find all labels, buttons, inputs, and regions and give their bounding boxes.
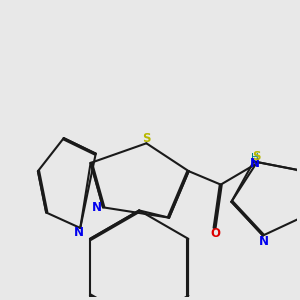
Text: N: N <box>92 201 102 214</box>
Text: H: H <box>251 153 259 163</box>
Text: S: S <box>252 150 261 163</box>
Text: N: N <box>250 158 260 170</box>
Text: N: N <box>74 226 84 239</box>
Text: S: S <box>142 132 151 145</box>
Text: N: N <box>259 235 269 248</box>
Text: O: O <box>211 227 221 240</box>
